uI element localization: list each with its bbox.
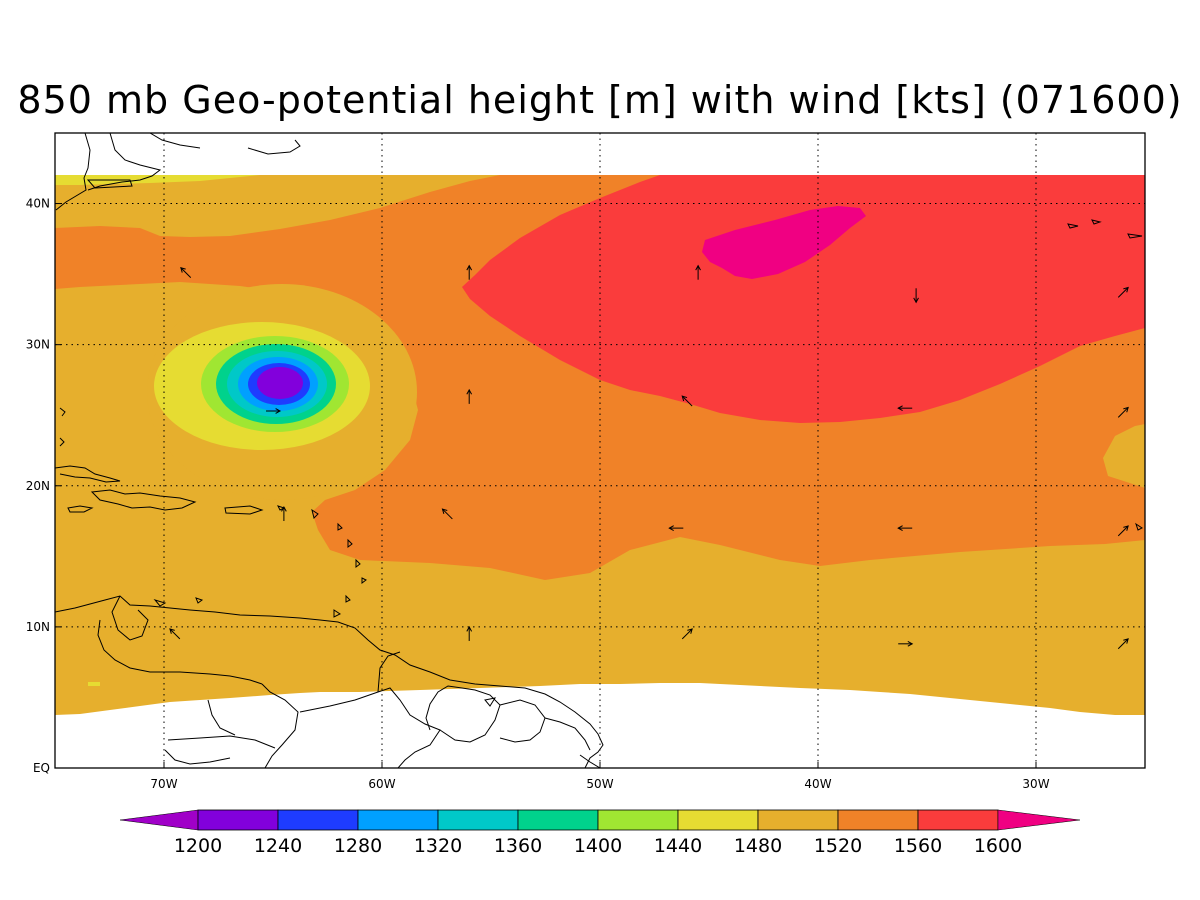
cyclone-low (147, 284, 417, 500)
field-1480-north (55, 175, 260, 185)
colorbar-swatch (437, 809, 519, 831)
colorbar-swatch (277, 809, 359, 831)
y-tick-label: 40N (26, 197, 50, 211)
colorbar-label: 1240 (254, 835, 302, 857)
coastlines (55, 133, 1143, 768)
wind-arrow (466, 388, 473, 404)
wind-arrow (897, 405, 913, 412)
wind-vectors (169, 264, 1129, 650)
wind-arrow (681, 628, 693, 640)
wind-arrow (180, 267, 192, 279)
colorbar-label: 1440 (654, 835, 702, 857)
y-tick-label: 20N (26, 479, 50, 493)
colorbar-swatch (917, 809, 999, 831)
lat-lon-grid (55, 133, 1145, 768)
colorbar-swatch (837, 809, 919, 831)
colorbar-label: 1520 (814, 835, 862, 857)
wind-arrow (466, 625, 473, 641)
field-1600 (462, 175, 1145, 423)
wind-arrow (466, 264, 473, 280)
colorbar-label: 1480 (734, 835, 782, 857)
colorbar-swatch (677, 809, 759, 831)
colorbar-extend-high (997, 809, 1081, 831)
colorbar-label: 1600 (974, 835, 1022, 857)
map-title: 850 mb Geo-potential height [m] with win… (17, 78, 1183, 122)
field-1240-ring (257, 367, 303, 399)
wind-arrow (668, 525, 684, 531)
wind-arrow (1117, 286, 1129, 298)
map-plot-area (55, 133, 1145, 768)
colorbar: 1200 1240 1280 1320 1360 1400 1440 1480 1520 1560… (119, 809, 1081, 857)
x-tick-label: 70W (150, 777, 177, 791)
colorbar-label: 1400 (574, 835, 622, 857)
colorbar-label: 1280 (334, 835, 382, 857)
colorbar-swatch (517, 809, 599, 831)
wind-arrow (898, 640, 914, 647)
field-speck (88, 682, 100, 686)
y-tick-label: 30N (26, 338, 50, 352)
y-tick-label: EQ (33, 761, 50, 775)
x-tick-label: 40W (804, 777, 831, 791)
field-1640 (702, 206, 866, 279)
wind-arrow (1117, 406, 1129, 418)
colorbar-swatch (597, 809, 679, 831)
wind-arrow (1117, 638, 1129, 650)
wind-arrow (897, 525, 913, 531)
colorbar-swatch (197, 809, 279, 831)
y-tick-label: 10N (26, 620, 50, 634)
wind-arrow (695, 264, 701, 280)
x-tick-label: 30W (1022, 777, 1049, 791)
colorbar-extend-low (119, 809, 199, 831)
colorbar-label: 1200 (174, 835, 222, 857)
wind-arrow (913, 288, 919, 304)
colorbar-swatch (757, 809, 839, 831)
wind-arrow (1117, 525, 1129, 537)
wind-arrow (281, 505, 287, 521)
wind-arrow (441, 508, 453, 520)
wind-arrow (266, 408, 282, 414)
x-tick-label: 50W (586, 777, 613, 791)
colorbar-label: 1360 (494, 835, 542, 857)
wind-arrow (681, 395, 693, 407)
colorbar-label: 1560 (894, 835, 942, 857)
colorbar-swatch (357, 809, 439, 831)
colorbar-label: 1320 (414, 835, 462, 857)
wind-arrow (169, 628, 181, 640)
axis-ticks: 70W 60W 50W 40W 30W EQ 10N 20N 30N 40N (26, 197, 1050, 791)
x-tick-label: 60W (368, 777, 395, 791)
